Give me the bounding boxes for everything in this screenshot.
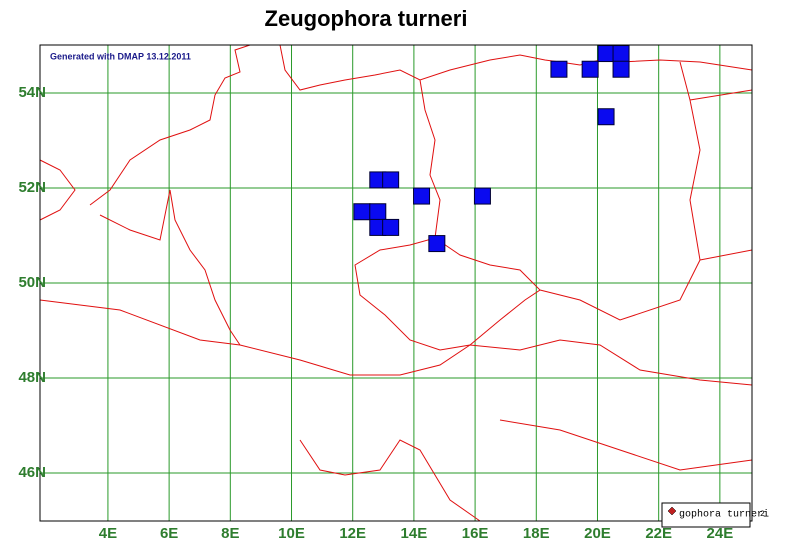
border <box>419 79 441 239</box>
legend-extra: 2 <box>760 510 765 519</box>
record-cell <box>550 60 568 78</box>
lon-label: 22E <box>645 525 672 542</box>
border <box>539 61 753 321</box>
lat-label: 54N <box>18 84 46 101</box>
record-cell <box>597 108 615 126</box>
record-cell <box>428 235 446 253</box>
map-frame <box>39 44 753 522</box>
legend-symbol <box>667 506 677 516</box>
lon-label: 18E <box>523 525 550 542</box>
lat-label: 52N <box>18 179 46 196</box>
lon-label: 8E <box>221 525 239 542</box>
lon-label: 14E <box>401 525 428 542</box>
grid <box>40 45 752 521</box>
border <box>239 339 753 386</box>
legend: gophora turneri 2 <box>661 502 769 528</box>
legend-label: gophora turneri <box>679 509 769 521</box>
record-cell <box>473 187 491 205</box>
record-cell <box>612 60 630 78</box>
border <box>89 44 251 206</box>
lon-label: 16E <box>462 525 489 542</box>
legend-box <box>661 502 751 528</box>
lon-label: 6E <box>160 525 178 542</box>
lon-label: 12E <box>339 525 366 542</box>
record-cell <box>382 218 400 236</box>
record-cell <box>369 203 387 221</box>
borders <box>39 44 753 522</box>
record-cell <box>581 60 599 78</box>
border <box>99 189 241 346</box>
lat-label: 48N <box>18 369 46 386</box>
record-cell <box>353 203 371 221</box>
record-cell <box>413 187 431 205</box>
border <box>39 299 753 522</box>
border <box>354 237 541 351</box>
lat-label: 46N <box>18 464 46 481</box>
lon-label: 4E <box>99 525 117 542</box>
lat-label: 50N <box>18 274 46 291</box>
lon-label: 20E <box>584 525 611 542</box>
record-cell <box>382 171 400 189</box>
generated-note: Generated with DMAP 13.12.2011 <box>50 51 191 61</box>
lon-label: 10E <box>278 525 305 542</box>
record-cell <box>612 45 630 63</box>
lon-label: 24E <box>707 525 734 542</box>
record-cell <box>597 45 615 63</box>
records <box>353 45 630 253</box>
map-title: Zeugophora turneri <box>265 6 468 31</box>
border <box>39 159 76 221</box>
